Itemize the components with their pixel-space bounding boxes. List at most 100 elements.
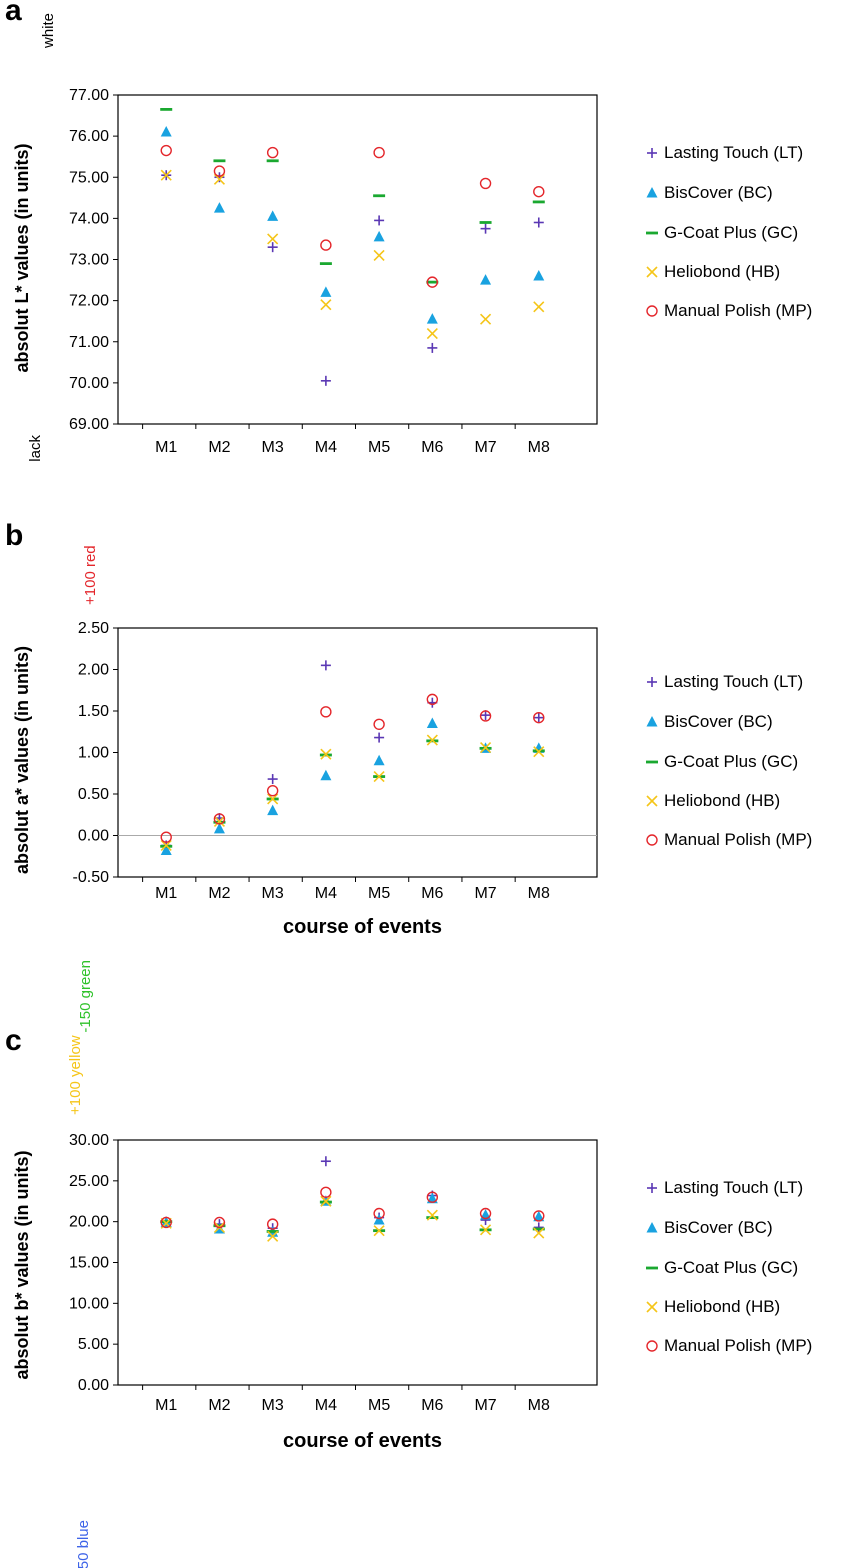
data-point-circle [213, 813, 226, 825]
y-tick-label: 0.00 [78, 828, 109, 845]
y-tick-label: 15.00 [69, 1255, 109, 1272]
data-point-x [426, 1209, 438, 1221]
x-tick-label: M6 [421, 439, 443, 456]
y-tick-label: 74.00 [69, 210, 109, 227]
data-point-plus [320, 1156, 331, 1167]
data-point-x [479, 1224, 492, 1236]
data-point-triangle [213, 822, 225, 834]
y-tick-label: 1.00 [78, 745, 109, 762]
data-point-x [479, 741, 492, 754]
data-point-circle [373, 1207, 385, 1220]
x-axis-label: course of events [283, 916, 442, 938]
data-point-triangle [160, 126, 172, 137]
legend-label: G-Coat Plus (GC) [664, 1258, 798, 1277]
data-point-circle [533, 1210, 545, 1222]
data-point-triangle [267, 210, 279, 221]
x-tick-label: M1 [155, 439, 177, 456]
x-tick-label: M1 [155, 885, 177, 902]
data-point-circle [479, 710, 492, 722]
data-point-triangle [373, 1214, 385, 1225]
data-point-circle [266, 146, 279, 159]
data-point-circle [426, 1191, 439, 1203]
x-tick-label: M8 [528, 885, 550, 902]
legend-marker-x [646, 1301, 658, 1313]
legend-label: G-Coat Plus (GC) [664, 752, 798, 771]
x-tick-label: M7 [474, 885, 496, 902]
data-point-triangle [480, 274, 492, 285]
y-axis-label: absolut b* values (in units) [12, 1150, 32, 1379]
data-point-x [320, 748, 332, 760]
legend-label: G-Coat Plus (GC) [664, 223, 798, 242]
y-tick-label: 10.00 [69, 1295, 109, 1312]
data-point-x [160, 839, 172, 852]
data-point-x [479, 313, 492, 325]
top-scale-label: +100 red [82, 545, 99, 605]
y-tick-label: 20.00 [69, 1214, 109, 1231]
data-point-x [533, 1227, 545, 1239]
legend-label: BisCover (BC) [664, 1218, 773, 1237]
legend-marker-triangle [646, 187, 658, 198]
data-point-circle [426, 693, 439, 706]
x-tick-label: M1 [155, 1397, 177, 1414]
data-point-circle [479, 177, 492, 190]
legend-label: Heliobond (HB) [664, 1297, 780, 1316]
legend-marker-triangle [646, 716, 658, 727]
data-point-circle [320, 706, 332, 718]
x-tick-label: M2 [208, 885, 230, 902]
data-point-x [267, 793, 279, 805]
data-point-x [373, 771, 385, 783]
x-tick-label: M2 [208, 1397, 230, 1414]
y-axis-label: absolut L* values (in units) [12, 143, 32, 372]
data-point-x [426, 327, 438, 340]
data-point-plus [320, 375, 331, 386]
plot-frame-c [117, 1139, 598, 1386]
data-point-x [373, 1225, 385, 1237]
plot-frame-a [117, 94, 598, 425]
data-point-triangle [426, 717, 438, 728]
plot-frame-b [117, 627, 598, 878]
top-scale-label: +100 yellow [67, 1035, 84, 1115]
legend-label: BisCover (BC) [664, 183, 773, 202]
x-tick-label: M3 [262, 1397, 284, 1414]
legend-marker-circle [646, 305, 658, 317]
data-point-plus [533, 1222, 544, 1233]
data-point-triangle [267, 804, 279, 816]
legend-marker-circle [646, 1340, 658, 1352]
data-point-x [267, 1230, 279, 1242]
data-point-plus [533, 217, 544, 228]
data-point-circle [160, 831, 172, 843]
data-point-plus [267, 242, 278, 253]
data-point-triangle [373, 754, 385, 766]
top-scale-label: white [40, 13, 57, 49]
data-point-circle [320, 1186, 332, 1198]
data-point-x [373, 249, 385, 261]
data-point-circle [213, 165, 226, 177]
x-tick-label: M4 [315, 439, 337, 456]
legend-marker-circle [646, 834, 658, 846]
legend-label: BisCover (BC) [664, 712, 773, 731]
x-tick-label: M6 [421, 1397, 443, 1414]
x-tick-label: M8 [528, 1397, 550, 1414]
data-point-circle [213, 1216, 226, 1229]
data-point-x [160, 169, 172, 181]
y-tick-label: -0.50 [73, 869, 110, 886]
y-tick-label: 1.50 [78, 703, 109, 720]
data-point-triangle [213, 202, 225, 213]
x-tick-label: M8 [528, 439, 550, 456]
data-point-x [320, 299, 332, 311]
data-point-triangle [160, 844, 172, 855]
data-point-plus [480, 223, 491, 234]
legend-label: Lasting Touch (LT) [664, 143, 803, 162]
legend-marker-x [646, 266, 658, 278]
data-point-plus [533, 712, 544, 723]
data-point-triangle [426, 313, 438, 324]
data-point-x [426, 734, 438, 746]
data-point-x [533, 301, 545, 313]
data-point-circle [160, 144, 172, 157]
legend-label: Lasting Touch (LT) [664, 672, 803, 691]
legend-marker-plus [647, 1183, 657, 1193]
data-point-triangle [373, 230, 385, 242]
data-point-triangle [533, 1210, 545, 1222]
legend-label: Lasting Touch (LT) [664, 1178, 803, 1197]
y-tick-label: 75.00 [69, 169, 109, 186]
